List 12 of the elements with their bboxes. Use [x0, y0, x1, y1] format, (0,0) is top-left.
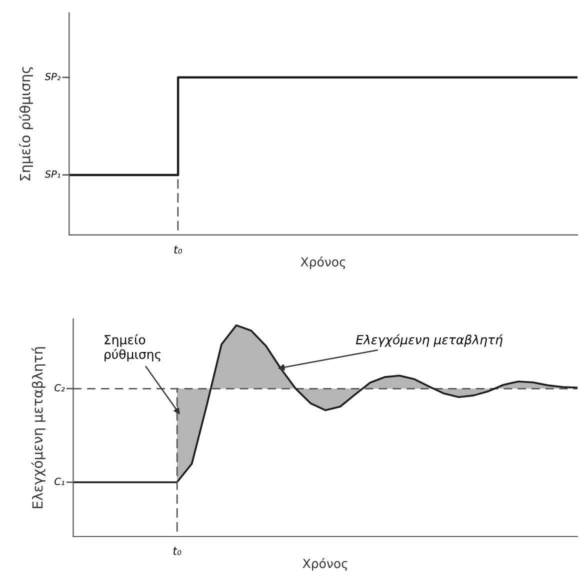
x-axis-title: Χρόνος [302, 558, 348, 571]
text: C₁ [54, 478, 64, 486]
annotation: Σημείο ρύθμισης [104, 334, 160, 362]
text: SP₂ [44, 72, 61, 80]
text: t₀ [174, 246, 182, 254]
y-axis-title: Ελεγχόμενη μεταβλητή [31, 347, 46, 508]
x-axis-title: Χρόνος [300, 256, 346, 270]
annotation: Ελεγχόμενη μεταβλητή [356, 334, 503, 347]
text: C₂ [54, 384, 65, 392]
y-axis-title: Σημείο ρύθμισης [19, 67, 34, 181]
text: t₀ [173, 546, 182, 555]
text: SP₁ [44, 170, 60, 178]
